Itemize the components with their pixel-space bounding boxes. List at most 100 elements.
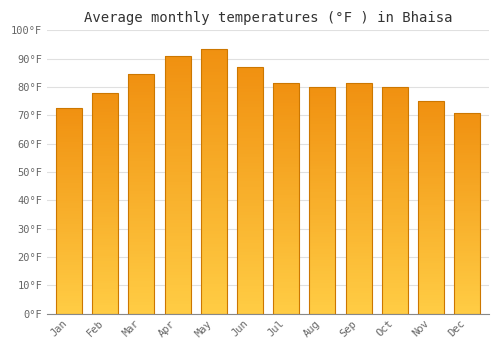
Bar <box>310 257 336 260</box>
Bar <box>164 130 190 133</box>
Bar <box>92 228 118 231</box>
Bar <box>418 308 444 311</box>
Bar <box>200 75 227 79</box>
Bar <box>128 281 154 284</box>
Bar <box>418 181 444 184</box>
Bar <box>273 262 299 265</box>
Bar <box>56 113 82 116</box>
Bar <box>56 209 82 211</box>
Bar <box>310 220 336 223</box>
Bar <box>237 249 263 252</box>
Bar <box>454 221 480 223</box>
Bar <box>164 252 190 256</box>
Bar <box>454 213 480 216</box>
Bar <box>310 101 336 104</box>
Bar <box>164 143 190 146</box>
Bar <box>128 179 154 182</box>
Bar <box>56 203 82 206</box>
Bar <box>92 245 118 247</box>
Bar <box>56 226 82 229</box>
Bar <box>92 106 118 109</box>
Bar <box>56 188 82 190</box>
Bar <box>418 128 444 131</box>
Bar <box>237 221 263 224</box>
Bar <box>128 227 154 230</box>
Bar <box>200 297 227 300</box>
Bar <box>273 100 299 103</box>
Bar <box>237 160 263 163</box>
Bar <box>382 311 408 314</box>
Bar <box>418 199 444 202</box>
Bar <box>56 229 82 232</box>
Bar <box>200 267 227 271</box>
Bar <box>56 157 82 160</box>
Bar <box>200 184 227 188</box>
Bar <box>92 236 118 239</box>
Bar <box>92 145 118 148</box>
Bar <box>346 294 372 296</box>
Bar <box>164 88 190 91</box>
Bar <box>92 151 118 154</box>
Bar <box>237 206 263 209</box>
Bar <box>200 290 227 294</box>
Bar <box>346 123 372 126</box>
Bar <box>200 65 227 69</box>
Bar <box>92 154 118 156</box>
Bar <box>273 276 299 279</box>
Bar <box>418 170 444 173</box>
Bar <box>454 233 480 236</box>
Bar <box>128 308 154 311</box>
Bar <box>164 56 190 59</box>
Bar <box>346 83 372 314</box>
Bar <box>128 176 154 179</box>
Bar <box>164 198 190 201</box>
Bar <box>56 232 82 234</box>
Bar <box>92 239 118 242</box>
Bar <box>310 192 336 195</box>
Bar <box>200 175 227 178</box>
Bar <box>237 169 263 172</box>
Bar <box>237 264 263 267</box>
Bar <box>454 281 480 284</box>
Bar <box>56 311 82 314</box>
Bar <box>310 302 336 305</box>
Bar <box>164 191 190 195</box>
Bar <box>454 133 480 135</box>
Bar <box>128 254 154 257</box>
Bar <box>454 186 480 188</box>
Bar <box>454 175 480 178</box>
Bar <box>418 237 444 239</box>
Bar <box>418 122 444 125</box>
Bar <box>200 218 227 221</box>
Bar <box>128 275 154 278</box>
Bar <box>454 296 480 299</box>
Bar <box>273 89 299 91</box>
Bar <box>346 218 372 221</box>
Bar <box>200 165 227 168</box>
Bar <box>164 120 190 124</box>
Bar <box>418 245 444 247</box>
Bar <box>200 72 227 75</box>
Bar <box>128 296 154 299</box>
Bar <box>273 106 299 109</box>
Bar <box>273 279 299 282</box>
Bar <box>56 239 82 242</box>
Bar <box>56 170 82 173</box>
Bar <box>454 150 480 153</box>
Bar <box>92 306 118 308</box>
Bar <box>310 300 336 302</box>
Bar <box>382 149 408 152</box>
Bar <box>454 205 480 208</box>
Bar <box>164 136 190 140</box>
Bar <box>200 208 227 211</box>
Bar <box>382 155 408 158</box>
Bar <box>346 250 372 253</box>
Bar <box>346 201 372 204</box>
Bar <box>56 198 82 201</box>
Bar <box>273 97 299 100</box>
Bar <box>382 132 408 135</box>
Bar <box>382 302 408 305</box>
Bar <box>310 121 336 124</box>
Bar <box>454 246 480 248</box>
Bar <box>92 192 118 195</box>
